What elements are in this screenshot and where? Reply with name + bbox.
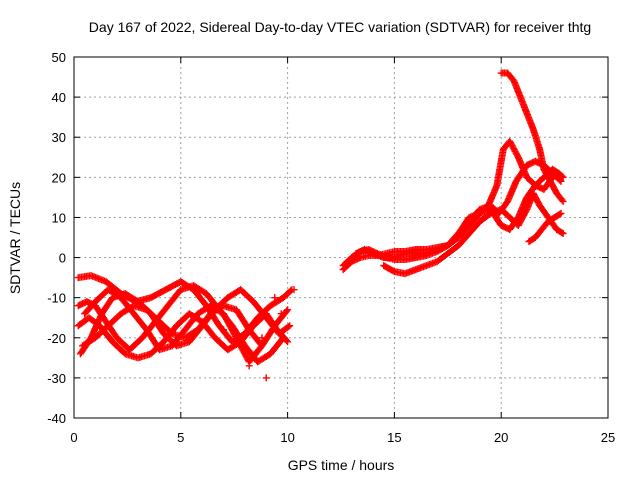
series-track-11 <box>497 69 567 205</box>
data-point <box>257 341 265 349</box>
y-tick-label: -10 <box>47 291 66 306</box>
data-point <box>262 374 270 382</box>
data-point <box>290 286 298 294</box>
x-tick-label: 25 <box>601 430 615 445</box>
series-track-10 <box>380 189 567 278</box>
data-points <box>74 69 567 382</box>
data-point <box>284 323 292 331</box>
y-tick-label: -20 <box>47 331 66 346</box>
x-tick-label: 10 <box>280 430 294 445</box>
data-point <box>258 342 266 350</box>
grid-lines <box>74 57 608 418</box>
data-point <box>284 290 292 298</box>
y-tick-label: 10 <box>52 210 66 225</box>
data-point <box>230 330 238 338</box>
data-point <box>258 334 266 342</box>
data-point <box>283 307 291 315</box>
data-point <box>220 326 228 334</box>
y-tick-label: -40 <box>47 411 66 426</box>
series-track-9 <box>352 169 563 262</box>
x-tick-label: 0 <box>70 430 77 445</box>
series-track-6 <box>79 302 266 350</box>
x-tick-label: 15 <box>387 430 401 445</box>
y-tick-label: 40 <box>52 90 66 105</box>
data-point <box>284 306 292 314</box>
data-point <box>252 350 260 358</box>
data-point <box>556 176 564 184</box>
x-tick-label: 20 <box>494 430 508 445</box>
data-point <box>558 229 566 237</box>
y-axis-label: SDTVAR / TECUs <box>7 182 23 294</box>
data-point <box>277 310 285 318</box>
plot-frame <box>73 56 609 419</box>
data-point <box>284 338 292 346</box>
data-point <box>555 169 563 177</box>
x-tick-label: 5 <box>177 430 184 445</box>
data-point <box>271 294 279 302</box>
y-tick-label: 0 <box>59 251 66 266</box>
data-point <box>554 170 562 178</box>
data-point <box>558 196 566 204</box>
data-point <box>559 197 567 205</box>
data-point <box>245 362 253 370</box>
chart-title: Day 167 of 2022, Sidereal Day-to-day VTE… <box>89 19 591 35</box>
axis-ticks: 0 5 10 15 20 25 -40 -30 -20 -10 0 10 20 30 40 50 <box>47 50 615 445</box>
data-point <box>556 210 564 218</box>
data-point <box>283 337 291 345</box>
x-axis-label: GPS time / hours <box>288 457 395 473</box>
data-point <box>286 322 294 330</box>
series-track-4 <box>74 310 292 362</box>
data-point <box>559 229 567 237</box>
data-point <box>557 177 565 185</box>
data-point <box>264 314 272 322</box>
y-tick-label: 30 <box>52 130 66 145</box>
data-point <box>557 209 565 217</box>
y-tick-label: 20 <box>52 170 66 185</box>
series-track-12 <box>525 209 565 246</box>
series-outliers-a <box>220 286 298 382</box>
y-tick-label: 50 <box>52 50 66 65</box>
y-tick-label: -30 <box>47 371 66 386</box>
